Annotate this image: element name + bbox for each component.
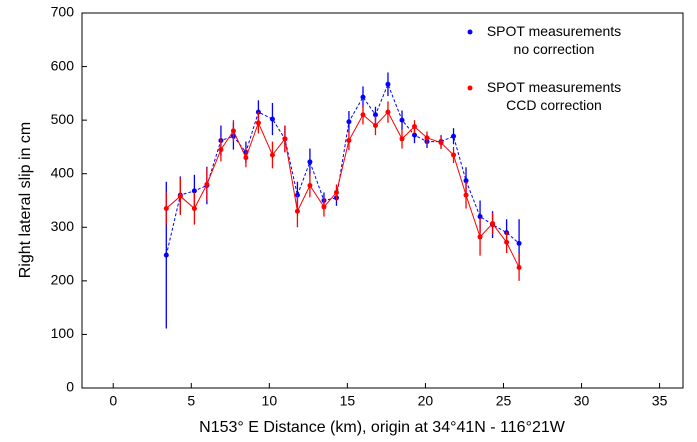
y-tick-label: 200 <box>51 272 75 288</box>
data-point <box>243 155 249 161</box>
data-point <box>463 178 469 184</box>
legend-marker <box>467 29 473 35</box>
y-tick-label: 0 <box>66 379 74 395</box>
legend-marker <box>467 85 473 91</box>
data-point <box>163 252 169 258</box>
legend-label: SPOT measurements CCD correction <box>487 79 621 113</box>
x-tick-label: 0 <box>109 393 117 409</box>
y-tick-label: 600 <box>51 57 75 73</box>
data-point <box>477 234 483 240</box>
x-axis-title: N153° E Distance (km), origin at 34°41N … <box>199 419 566 436</box>
y-tick-label: 700 <box>51 4 75 20</box>
x-tick-label: 15 <box>340 393 356 409</box>
data-point <box>346 138 352 143</box>
data-point <box>412 132 418 138</box>
x-tick-label: 25 <box>496 393 512 409</box>
data-point <box>372 123 378 128</box>
data-point <box>504 239 510 245</box>
data-point <box>255 120 261 126</box>
data-point <box>451 152 457 158</box>
x-tick-label: 35 <box>652 393 668 409</box>
data-point <box>385 81 391 87</box>
data-point <box>412 124 418 130</box>
data-point <box>191 188 197 194</box>
data-point <box>399 117 405 123</box>
data-point <box>333 189 339 195</box>
series-line <box>165 111 520 268</box>
data-point <box>177 193 183 199</box>
data-point <box>516 240 522 246</box>
legend-label: SPOT measurements no correction <box>487 23 621 57</box>
data-point <box>424 135 430 141</box>
data-point <box>360 112 366 118</box>
x-tick-label: 30 <box>574 393 590 409</box>
data-point <box>516 264 522 270</box>
data-point <box>191 206 197 212</box>
data-point <box>269 152 275 158</box>
data-point <box>360 94 366 100</box>
plot-frame <box>81 12 684 389</box>
data-point <box>490 221 496 227</box>
data-point <box>399 136 405 142</box>
y-axis-title: Right lateral slip in cm <box>17 122 34 279</box>
data-point <box>307 159 313 165</box>
data-point <box>282 136 288 142</box>
data-point <box>230 128 236 134</box>
series-line <box>165 82 520 256</box>
data-point <box>294 208 300 214</box>
data-point <box>307 183 313 188</box>
x-tick-label: 20 <box>418 393 434 409</box>
x-tick-label: 5 <box>187 393 195 409</box>
data-point <box>372 112 378 118</box>
data-point <box>463 192 469 198</box>
data-point <box>269 116 275 122</box>
data-point <box>451 133 457 139</box>
data-point <box>477 214 483 220</box>
y-tick-label: 300 <box>51 218 75 234</box>
data-point <box>204 181 210 187</box>
data-point <box>163 206 169 212</box>
y-tick-label: 100 <box>51 325 75 341</box>
y-tick-label: 500 <box>51 111 75 127</box>
data-point <box>218 147 224 153</box>
data-point <box>346 119 352 125</box>
data-point <box>385 109 391 115</box>
data-point <box>438 140 444 146</box>
x-tick-label: 10 <box>262 393 278 409</box>
y-tick-label: 400 <box>51 164 75 180</box>
data-point <box>321 204 327 210</box>
